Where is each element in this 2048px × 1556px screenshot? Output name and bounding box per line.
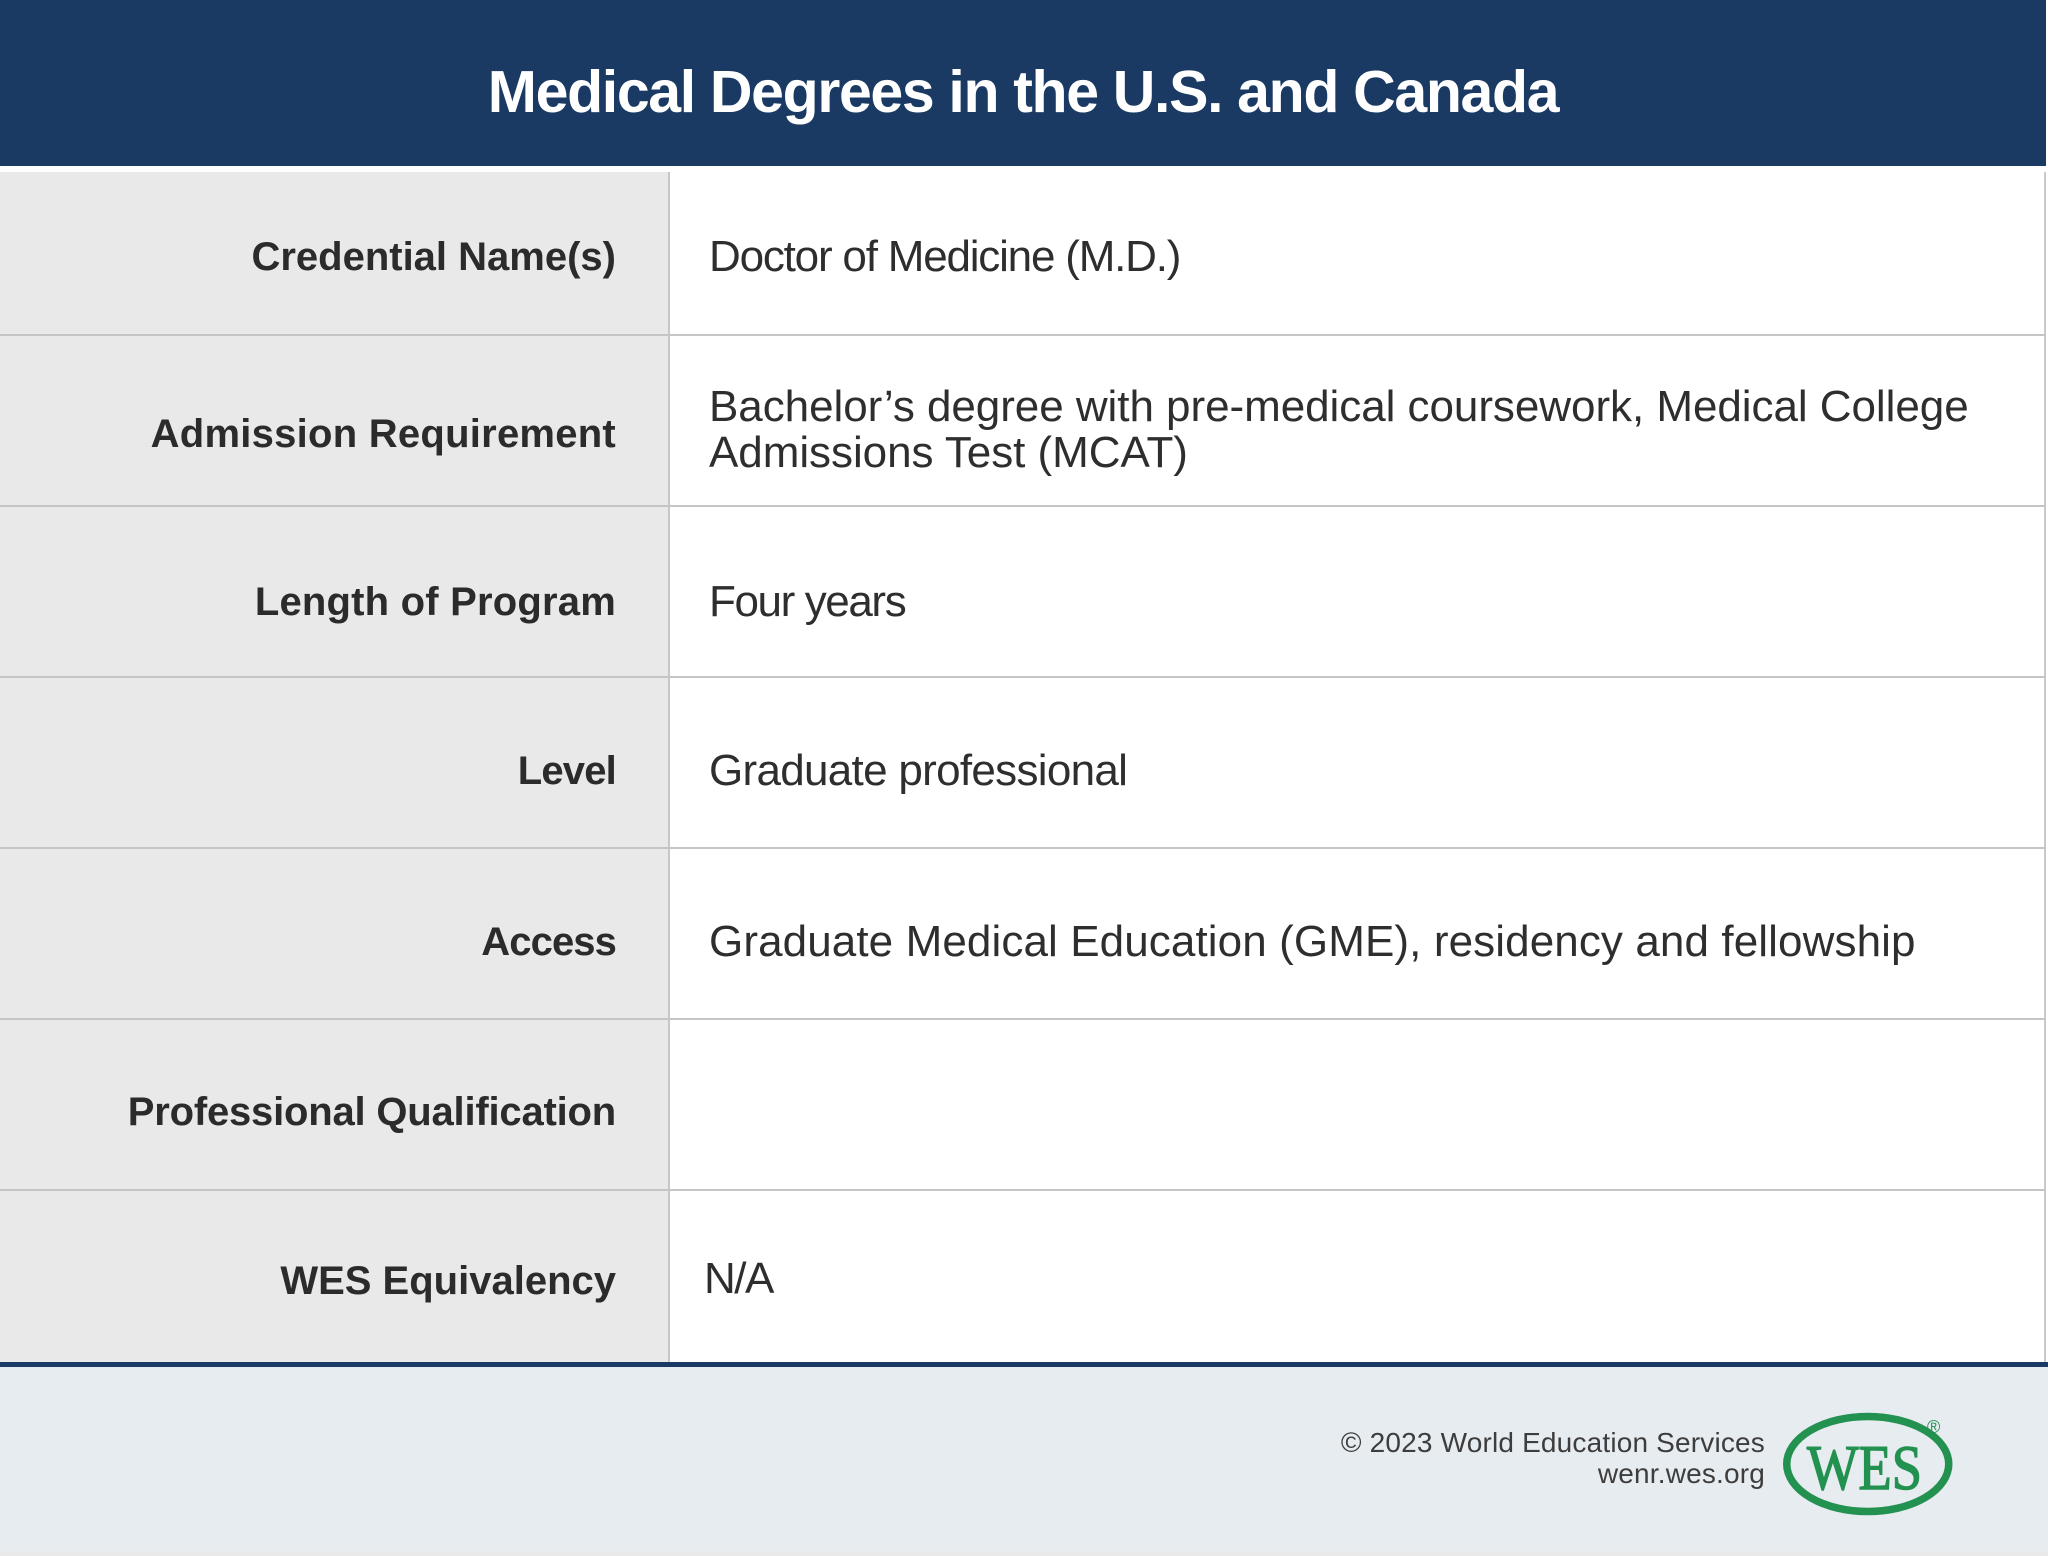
svg-text:®: ® xyxy=(1927,1417,1940,1437)
svg-text:WES: WES xyxy=(1807,1433,1922,1503)
